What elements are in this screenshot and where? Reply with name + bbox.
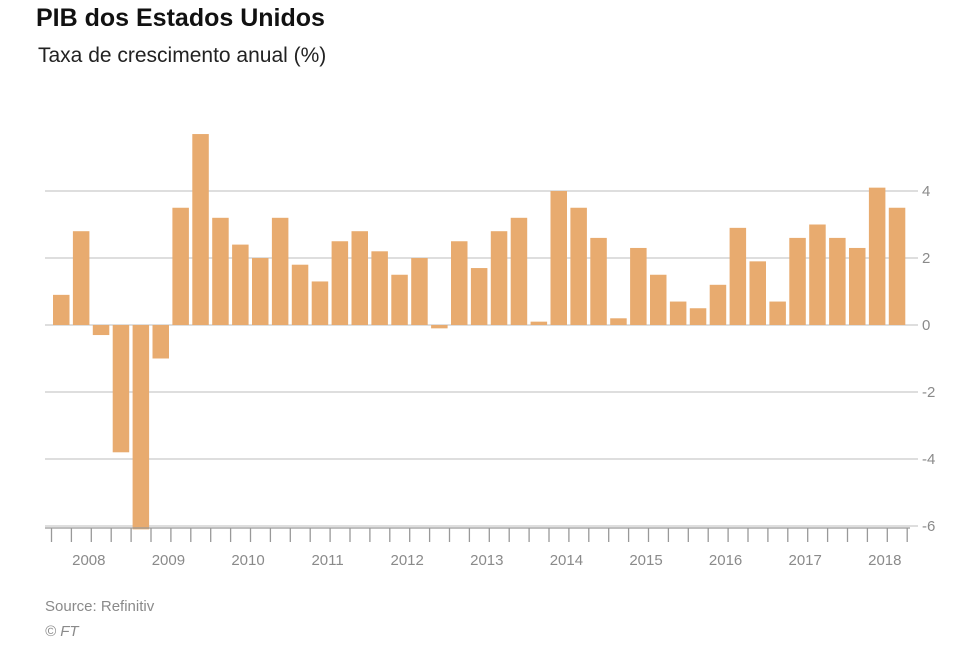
bar — [510, 217, 528, 325]
source-note: Source: Refinitiv — [45, 598, 155, 615]
bar — [431, 325, 448, 329]
bar — [630, 247, 647, 325]
bar — [192, 134, 209, 325]
y-tick-label: 2 — [922, 250, 930, 267]
y-tick-label: 0 — [922, 317, 930, 334]
x-tick-label: 2015 — [629, 552, 662, 569]
bar — [570, 207, 587, 325]
x-tick-label: 2014 — [550, 552, 583, 569]
bar — [470, 268, 488, 325]
bar — [689, 308, 707, 325]
bar — [311, 281, 329, 325]
bar — [132, 325, 150, 530]
bar — [371, 251, 388, 325]
chart-subtitle: Taxa de crescimento anual (%) — [38, 44, 327, 67]
bar — [351, 231, 368, 325]
y-tick-label: -2 — [922, 384, 935, 401]
bar — [729, 227, 747, 325]
bar — [829, 237, 846, 325]
bar — [92, 325, 110, 336]
bar — [769, 301, 786, 325]
bar — [271, 217, 289, 325]
y-tick-label: -6 — [922, 518, 935, 535]
x-tick-label: 2018 — [868, 552, 901, 569]
bar — [669, 301, 687, 325]
bar — [610, 318, 627, 325]
axes: 2008 2009 2010 2011 2012 2013 2014 2015 2016 2017… — [45, 527, 910, 569]
bar — [490, 231, 508, 325]
bar — [391, 274, 408, 325]
bar — [868, 187, 886, 325]
x-tick-label: 2010 — [231, 552, 264, 569]
bar — [331, 241, 349, 325]
x-tick-label: 2008 — [72, 552, 105, 569]
bar — [252, 258, 269, 325]
bar — [650, 274, 667, 325]
bar — [849, 247, 866, 325]
x-tick-label: 2011 — [311, 552, 343, 569]
x-tick-label: 2016 — [709, 552, 742, 569]
bar — [789, 237, 806, 325]
x-tick-label: 2013 — [470, 552, 503, 569]
chart-title: PIB dos Estados Unidos — [36, 4, 325, 32]
x-tick-label: 2012 — [391, 552, 424, 569]
bar — [590, 237, 607, 325]
bar — [809, 224, 826, 325]
copyright-note: © FT — [45, 623, 79, 640]
bar — [53, 294, 70, 325]
bar — [172, 207, 189, 325]
bar — [291, 264, 309, 325]
bar — [411, 258, 428, 325]
bar — [550, 191, 567, 325]
bar — [530, 321, 548, 325]
x-tick-label: 2017 — [789, 552, 822, 569]
y-tick-label: -4 — [922, 451, 935, 468]
bar — [232, 244, 249, 325]
bar — [709, 284, 727, 325]
x-tick-label: 2009 — [152, 552, 185, 569]
bar — [451, 241, 468, 325]
bar — [72, 231, 90, 325]
bar — [749, 261, 766, 325]
bar — [112, 325, 130, 453]
bar — [888, 207, 906, 325]
bars — [53, 134, 906, 530]
bar — [212, 217, 229, 325]
y-tick-label: 4 — [922, 183, 930, 200]
bar — [152, 325, 169, 359]
